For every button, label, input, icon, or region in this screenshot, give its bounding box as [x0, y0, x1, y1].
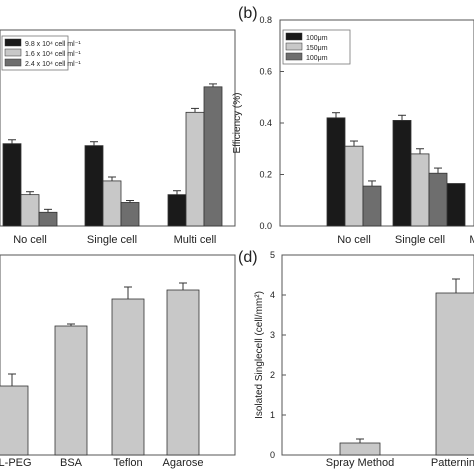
legend-swatch-a — [4, 48, 22, 57]
legend-swatch-a — [4, 58, 22, 67]
y-tick-label-b: 0.6 — [259, 67, 272, 77]
y-tick-label-b: 0.8 — [259, 15, 272, 25]
bar-a-s2-c1 — [120, 202, 140, 227]
bar-a-s0-c2 — [167, 194, 187, 227]
legend-swatch-b — [285, 42, 303, 51]
category-label-a: No cell — [13, 234, 47, 246]
y-tick-label-d: 0 — [270, 450, 275, 460]
bar-a-s0-c1 — [84, 145, 104, 227]
bar-b-s1-c1 — [410, 153, 430, 227]
bar-b-s0-c1 — [392, 120, 412, 227]
legend-label-a: 1.6 x 10⁴ cell ml⁻¹ — [25, 51, 81, 58]
bar-a-s2-c0 — [38, 211, 58, 227]
bar-d-s0-c1 — [435, 292, 474, 456]
y-tick-label-b: 0.2 — [259, 170, 272, 180]
bar-c-s0-c0 — [0, 385, 29, 456]
y-axis-label-d: Isolated Singlecell (cell/mm²) — [254, 291, 265, 419]
category-label-c: Teflon — [113, 457, 142, 469]
panel-label-d: (d) — [238, 249, 258, 266]
bar-a-s0-c0 — [2, 143, 22, 227]
bar-a-s1-c2 — [185, 111, 205, 227]
bar-b-s2-c1 — [428, 172, 448, 227]
category-label-a: Single cell — [87, 234, 137, 246]
bar-c-s0-c2 — [111, 298, 145, 456]
bar-c-s0-c1 — [54, 325, 88, 456]
legend-label-b: 150μm — [306, 45, 328, 52]
bar-c-s0-c3 — [166, 289, 200, 456]
y-tick-label-d: 5 — [270, 250, 275, 260]
y-axis-label-b: Efficiency (%) — [232, 93, 243, 154]
legend-swatch-a — [4, 38, 22, 47]
category-label-b: No cell — [337, 234, 371, 246]
category-label-a: Multi cell — [174, 234, 217, 246]
y-tick-label-b: 0.4 — [259, 118, 272, 128]
category-label-b: Single cell — [395, 234, 445, 246]
y-tick-label-b: 0.0 — [259, 221, 272, 231]
legend-label-a: 2.4 x 10⁴ cell ml⁻¹ — [25, 61, 81, 68]
y-tick-label-d: 3 — [270, 330, 275, 340]
category-label-b: M — [469, 234, 474, 246]
bar-b-s2-c0 — [362, 185, 382, 227]
legend-label-b: 100μm — [306, 35, 328, 42]
bar-a-s2-c2 — [203, 86, 223, 227]
bar-b-s0-c0 — [326, 117, 346, 227]
bar-d-s0-c0 — [339, 442, 381, 456]
bar-b-s1-c0 — [344, 145, 364, 227]
category-label-d: Spray Method — [326, 457, 394, 469]
category-label-c: BSA — [60, 457, 83, 469]
legend-swatch-b — [285, 32, 303, 41]
legend-label-a: 9.8 x 10⁴ cell ml⁻¹ — [25, 41, 81, 48]
category-label-c: Agarose — [163, 457, 204, 469]
bar-a-s1-c1 — [102, 180, 122, 227]
bar-a-s1-c0 — [20, 194, 40, 227]
panel-label-b: (b) — [238, 5, 258, 22]
legend-swatch-b — [285, 52, 303, 61]
y-tick-label-d: 4 — [270, 290, 275, 300]
y-tick-label-d: 2 — [270, 370, 275, 380]
y-tick-label-d: 1 — [270, 410, 275, 420]
category-label-c: LL-PEG — [0, 457, 32, 469]
legend-label-b: 100μm — [306, 55, 328, 62]
bar-b-s0-c2 — [446, 183, 466, 227]
category-label-d: Patterning — [431, 457, 474, 469]
